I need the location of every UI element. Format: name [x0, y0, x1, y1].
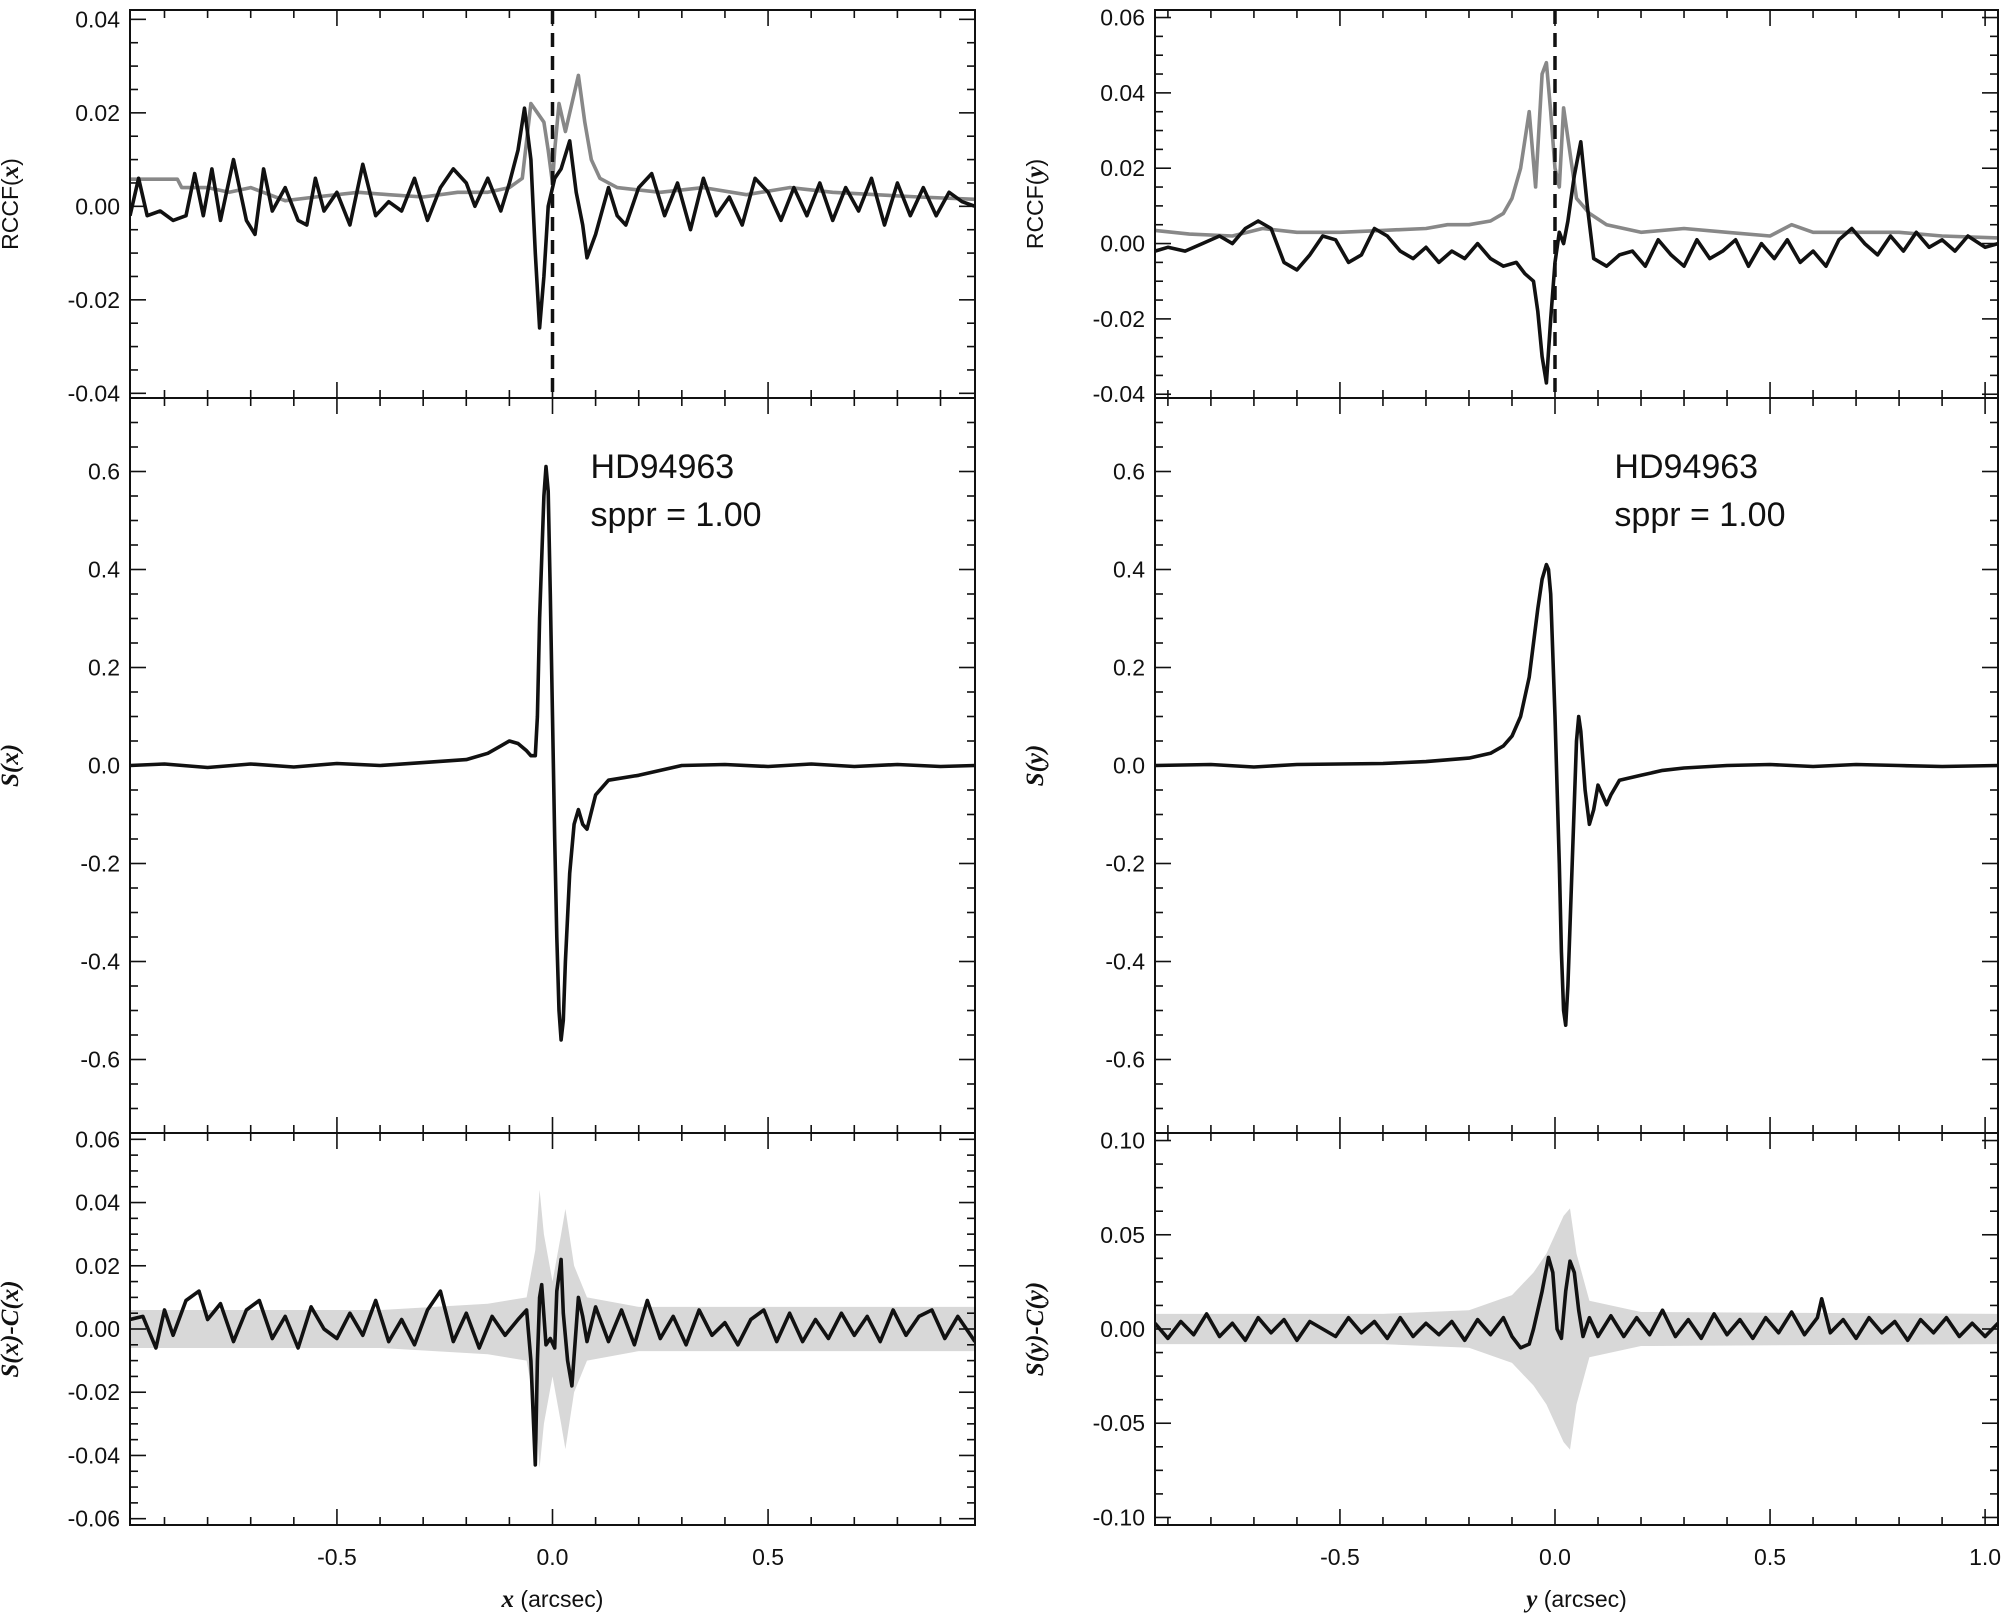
y-residual-xlabel-unit: (arcsec) — [1537, 1586, 1626, 1612]
y-rccf-series-1 — [1155, 140, 1998, 385]
y-residual-xtick-label: -0.5 — [1320, 1544, 1360, 1570]
x-residual-ytick-label: 0.04 — [75, 1190, 120, 1216]
x-rccf-series-1 — [130, 106, 975, 330]
y-rccf-ylabel-var: y — [1022, 166, 1049, 181]
panels-group: -0.04-0.020.000.020.04RCCF(x)-0.6-0.4-0.… — [0, 5, 2001, 1613]
y-signal-ytick-label: 0.2 — [1113, 655, 1145, 681]
x-rccf-ytick-label: -0.02 — [68, 287, 120, 313]
y-residual-ytick-label: 0.05 — [1100, 1222, 1145, 1248]
panel-x-rccf: -0.04 -0.02 0.00 0.02 0.04 RCCF(x) — [0, 6, 976, 406]
x-residual-uncertainty-band — [130, 1189, 975, 1469]
y-signal-ytick-label: 0.6 — [1113, 459, 1145, 485]
y-signal-series-0 — [1155, 562, 1998, 1027]
x-rccf-ylabel-prefix: RCCF( — [0, 178, 23, 250]
x-residual-ytick-label: 0.00 — [75, 1316, 120, 1342]
y-rccf-ytick-label: 0.00 — [1100, 231, 1145, 257]
x-rccf-series-0 — [130, 73, 975, 203]
y-signal-ytick-label: 0.0 — [1113, 753, 1145, 779]
y-residual-series-0 — [1155, 1255, 1998, 1350]
y-signal-ylabel: S(y) — [1022, 745, 1049, 787]
y-rccf-ytick-label: -0.02 — [1093, 306, 1145, 332]
x-signal-ylabel: S(x) — [0, 744, 24, 787]
y-rccf-ylabel-suffix: ) — [1022, 159, 1048, 167]
y-signal-annotation-0: HD94963 — [1614, 448, 1758, 486]
x-signal-ytick-label: -0.2 — [80, 851, 120, 877]
y-residual-xtick-label: 0.0 — [1539, 1544, 1571, 1570]
x-signal-series-0 — [130, 464, 975, 1042]
y-signal-ytick-label: -0.6 — [1105, 1047, 1145, 1073]
y-signal-ytick-label: 0.4 — [1113, 557, 1145, 583]
x-residual-xlabel-var: x — [501, 1586, 515, 1613]
panel-x-residual: -0.06 -0.04 -0.02 0.00 0.02 0.04 0.06 -0.5 0.0 0.… — [0, 1126, 976, 1613]
x-residual-xtick-label: -0.5 — [317, 1544, 357, 1570]
y-rccf-frame — [1154, 9, 1999, 399]
x-signal-annotation-1: sppr = 1.00 — [591, 496, 762, 534]
x-rccf-ylabel-var: x — [0, 166, 24, 180]
panel-y-rccf: -0.04 -0.02 0.00 0.02 0.04 0.06 RCCF(y) — [1022, 5, 1999, 407]
y-signal-ytick-label: -0.2 — [1105, 851, 1145, 877]
y-rccf-ylabel-prefix: RCCF( — [1022, 177, 1048, 249]
x-residual-ytick-label: -0.04 — [68, 1442, 121, 1468]
y-residual-ytick-label: 0.10 — [1100, 1128, 1145, 1154]
y-rccf-series-0 — [1155, 60, 1998, 240]
x-signal-ytick-label: 0.2 — [88, 655, 120, 681]
y-signal-annotation-1: sppr = 1.00 — [1614, 496, 1785, 534]
y-residual-xlabel-var: y — [1523, 1586, 1538, 1613]
x-signal-ytick-label: 0.4 — [88, 557, 120, 583]
x-residual-ylabel: S(x)-C(x) — [0, 1280, 24, 1377]
x-residual-ylabel-var: S(x)-C(x) — [0, 1280, 24, 1377]
x-signal-ytick-label: 0.0 — [88, 753, 120, 779]
y-residual-ytick-label: 0.00 — [1100, 1316, 1145, 1342]
y-rccf-ytick-label: 0.04 — [1100, 80, 1145, 106]
y-rccf-ylabel: RCCF(y) — [1022, 159, 1049, 249]
x-residual-xlabel-unit: (arcsec) — [514, 1586, 603, 1612]
x-residual-ytick-label: -0.06 — [68, 1506, 120, 1532]
x-residual-xtick-label: 0.5 — [752, 1544, 784, 1570]
x-rccf-ylabel-suffix: ) — [0, 158, 23, 166]
y-signal-ylabel-var: S(y) — [1022, 745, 1049, 787]
x-residual-series-0 — [130, 1257, 975, 1467]
x-residual-xtick-label: 0.0 — [537, 1544, 569, 1570]
x-signal-ytick-label: -0.4 — [80, 949, 120, 975]
y-residual-ytick-label: -0.05 — [1093, 1410, 1145, 1436]
x-rccf-ytick-label: 0.00 — [75, 193, 120, 219]
x-rccf-ytick-label: -0.04 — [68, 380, 121, 406]
panel-x-signal: -0.6 -0.4 -0.2 0.0 0.2 0.4 0.6 S(x) HD94963 sppr … — [0, 397, 976, 1134]
x-residual-ytick-label: 0.02 — [75, 1253, 120, 1279]
x-signal-ytick-label: -0.6 — [80, 1047, 120, 1073]
y-rccf-ytick-label: -0.04 — [1093, 381, 1146, 407]
x-rccf-ytick-label: 0.02 — [75, 100, 120, 126]
y-residual-ylabel: S(y)-C(y) — [1022, 1282, 1049, 1376]
x-signal-ytick-label: 0.6 — [88, 459, 120, 485]
x-rccf-ylabel: RCCF(x) — [0, 158, 24, 250]
x-signal-annotation-0: HD94963 — [591, 448, 735, 486]
y-rccf-ytick-label: 0.06 — [1100, 5, 1145, 31]
y-residual-xlabel: y (arcsec) — [1523, 1586, 1627, 1613]
y-residual-xtick-label: 1.0 — [1969, 1544, 2001, 1570]
panel-y-residual: -0.10 -0.05 0.00 0.05 0.10 -0.5 0.0 0.5 1.0 y (ar… — [1022, 1128, 2001, 1613]
y-residual-uncertainty-band — [1155, 1208, 1998, 1450]
y-rccf-ytick-label: 0.02 — [1100, 155, 1145, 181]
panel-y-signal: -0.6 -0.4 -0.2 0.0 0.2 0.4 0.6 S(y) HD94963 sppr … — [1022, 397, 1999, 1134]
x-residual-ytick-label: 0.06 — [75, 1126, 120, 1152]
y-residual-ylabel-var: S(y)-C(y) — [1022, 1282, 1049, 1376]
y-signal-ytick-label: -0.4 — [1105, 949, 1145, 975]
x-rccf-ytick-label: 0.04 — [75, 6, 120, 32]
y-residual-ytick-label: -0.10 — [1093, 1504, 1145, 1530]
y-residual-xtick-label: 0.5 — [1754, 1544, 1786, 1570]
x-residual-xlabel: x (arcsec) — [501, 1586, 604, 1613]
x-residual-ytick-label: -0.02 — [68, 1379, 120, 1405]
x-signal-ylabel-var: S(x) — [0, 744, 24, 787]
